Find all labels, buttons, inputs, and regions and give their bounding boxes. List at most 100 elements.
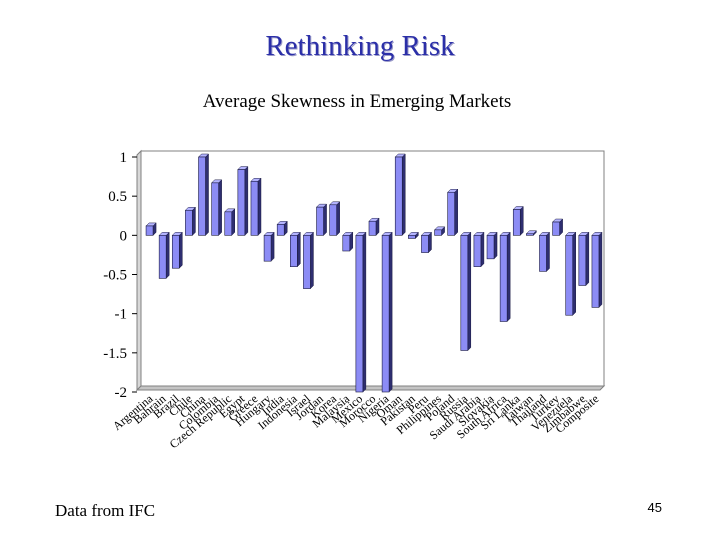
y-tick-label: 0 <box>120 228 128 244</box>
bar-front <box>460 235 469 351</box>
bar-side <box>520 205 524 236</box>
bar-israel <box>302 231 315 290</box>
bar-poland <box>447 188 459 236</box>
bar-side <box>179 231 183 269</box>
bar-front <box>421 235 429 253</box>
bar-front <box>224 211 233 236</box>
bar-china <box>197 153 210 236</box>
bar-side <box>467 231 472 352</box>
bar-front <box>185 209 193 236</box>
bar-side <box>480 231 485 268</box>
bar-taiwan <box>525 230 537 236</box>
bar-thailand <box>538 231 551 272</box>
y-axis: 1 0.5 0 -0.5 -1 -1.5 -2 <box>103 150 137 401</box>
bar-side <box>270 231 275 262</box>
bar-hungary <box>263 231 275 262</box>
plot-side-wall <box>136 149 142 392</box>
bar-front <box>290 235 298 267</box>
bar-side <box>572 231 576 316</box>
bar-oman <box>394 153 406 236</box>
bar-front <box>211 182 219 236</box>
bar-side <box>388 231 393 393</box>
bar-colombia <box>211 179 223 236</box>
bar-side <box>585 231 590 287</box>
bar-front <box>552 221 560 236</box>
bar-front <box>329 204 337 236</box>
bar-front <box>499 235 508 322</box>
bar-front <box>316 206 324 236</box>
bar-side <box>297 231 301 268</box>
bar-front <box>591 235 600 308</box>
bar-front <box>434 229 442 236</box>
bar-side <box>493 231 498 260</box>
bar-side <box>244 165 249 236</box>
bar-side <box>336 201 340 236</box>
page-number: 45 <box>647 500 662 515</box>
bar-side <box>598 231 603 309</box>
x-axis-labels: ArgentinaBahrainBrazilChileChinaColombia… <box>110 391 601 451</box>
plot-floor <box>135 385 606 391</box>
bar-side <box>231 208 235 236</box>
bar-front <box>171 235 180 269</box>
bar-zimbabwe <box>578 231 590 287</box>
plot-back-wall <box>140 150 605 387</box>
bar-front <box>486 235 495 260</box>
bar-chile <box>184 206 197 236</box>
bar-brazil <box>171 231 183 269</box>
bar-side <box>218 179 222 236</box>
bar-front <box>145 225 154 236</box>
bar-turkey <box>551 218 564 236</box>
bar-russia <box>460 231 472 352</box>
bar-malaysia <box>342 231 354 252</box>
bar-front <box>565 235 574 316</box>
bar-front <box>473 235 482 267</box>
bar-side <box>323 203 327 236</box>
bar-side <box>428 231 432 254</box>
bar-peru <box>420 231 433 254</box>
y-tick-label: -0.5 <box>103 268 127 284</box>
bar-saudi-arabia <box>473 231 485 268</box>
bar-side <box>546 231 550 272</box>
bar-side <box>257 177 262 236</box>
bar-side <box>401 153 406 236</box>
bar-front <box>512 209 521 236</box>
bar-egypt <box>237 165 249 236</box>
bar-greece <box>250 177 262 236</box>
bar-pakistan <box>407 231 419 240</box>
skewness-bar-chart: Average Skewness in Emerging Markets 1 0.… <box>103 91 606 451</box>
bar-front <box>303 235 311 289</box>
bar-venezuela <box>565 231 577 316</box>
y-tick-label: 0.5 <box>108 189 127 205</box>
bar-front <box>539 235 547 272</box>
bar-side <box>165 231 170 280</box>
bar-side <box>310 231 314 290</box>
bar-czech-republic <box>224 208 236 236</box>
y-tick-label: 1 <box>120 150 128 166</box>
bar-mexico <box>355 231 367 393</box>
bar-front <box>342 235 351 252</box>
bar-side <box>205 153 209 236</box>
bar-sri-lanka <box>512 205 524 236</box>
bar-front <box>368 220 377 236</box>
bar-front <box>408 235 416 239</box>
slide-title: Rethinking Risk <box>265 30 455 62</box>
bar-front <box>578 235 587 286</box>
bar-composite <box>591 231 603 309</box>
bar-philippines <box>433 226 446 236</box>
bar-front <box>237 169 246 236</box>
bar-jordan <box>315 203 328 236</box>
bar-front <box>355 235 364 393</box>
bar-front <box>526 233 534 236</box>
bar-side <box>454 188 458 236</box>
bar-front <box>198 156 206 236</box>
bar-front <box>394 156 403 236</box>
bar-side <box>362 231 367 393</box>
bars <box>145 153 603 393</box>
bar-argentina <box>145 222 157 236</box>
bar-front <box>263 235 272 262</box>
bar-south-africa <box>499 231 511 323</box>
bar-slovakia <box>486 231 498 260</box>
bar-side <box>192 206 196 236</box>
bar-bahrain <box>158 231 170 280</box>
bar-front <box>276 224 285 236</box>
